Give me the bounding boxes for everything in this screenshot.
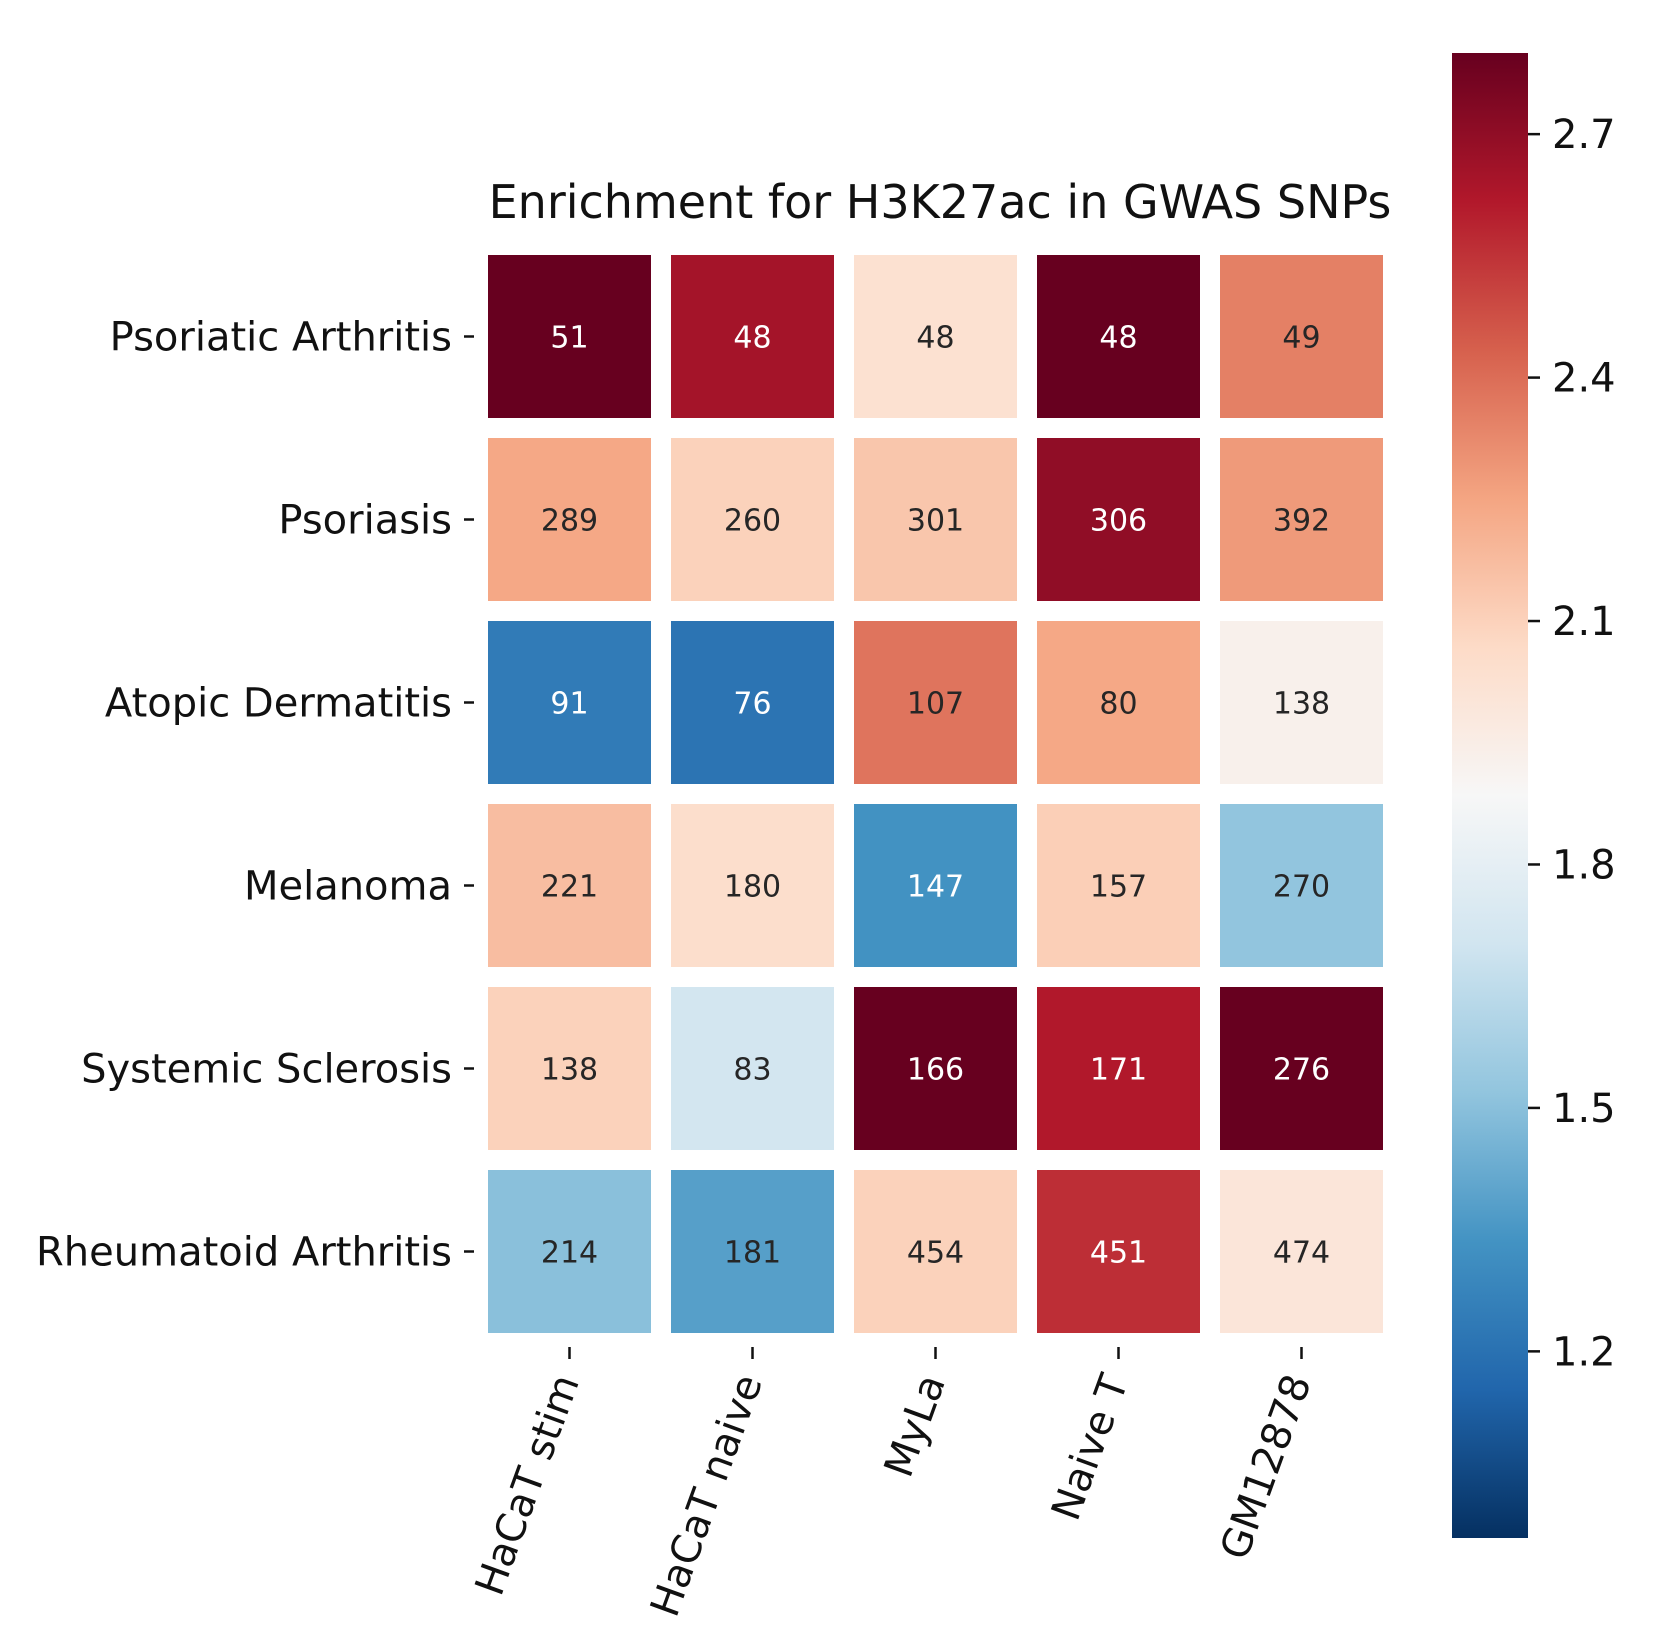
cell-annotation: 147 <box>907 870 964 905</box>
colorbar-tick-label: 1.2 <box>1552 1329 1616 1375</box>
column-label: GM12878 <box>1212 1369 1321 1566</box>
cell-annotation: 270 <box>1273 870 1330 905</box>
cell-annotation: 138 <box>1273 687 1330 722</box>
cell-annotation: 181 <box>724 1236 781 1271</box>
cell-annotation: 392 <box>1273 504 1330 539</box>
cell-annotation: 276 <box>1273 1053 1330 1088</box>
heatmap-cell <box>1037 255 1200 418</box>
cell-annotation: 454 <box>907 1236 964 1271</box>
heatmap-cell <box>1220 804 1383 967</box>
cell-annotation: 166 <box>907 1053 964 1088</box>
heatmap-cell <box>488 1170 651 1333</box>
cell-annotation: 180 <box>724 870 781 905</box>
cell-annotation: 289 <box>541 504 598 539</box>
cell-annotation: 171 <box>1090 1053 1147 1088</box>
cell-annotation: 80 <box>1099 687 1137 722</box>
cell-annotation: 451 <box>1090 1236 1147 1271</box>
heatmap-cell <box>671 804 834 967</box>
column-label: HaCaT naive <box>642 1369 772 1623</box>
heatmap-cell <box>488 255 651 418</box>
cell-annotation: 83 <box>733 1053 771 1088</box>
colorbar: 1.2 1.5 1.8 2.1 2.4 2.7 <box>1452 53 1616 1538</box>
heatmap-cells: 51 48 48 48 49 289 260 301 306 392 91 76 107 80 138 221… <box>488 255 1383 1333</box>
cell-annotation: 221 <box>541 870 598 905</box>
heatmap-cell <box>488 987 651 1150</box>
cell-annotation: 157 <box>1090 870 1147 905</box>
heatmap-cell <box>488 621 651 784</box>
column-label: HaCaT stim <box>467 1369 589 1602</box>
cell-annotation: 48 <box>733 321 771 356</box>
heatmap-cell <box>854 255 1017 418</box>
colorbar-gradient <box>1452 53 1528 1538</box>
cell-annotation: 474 <box>1273 1236 1330 1271</box>
cell-annotation: 76 <box>733 687 771 722</box>
heatmap-cell <box>671 438 834 601</box>
column-labels: HaCaT stim HaCaT naive MyLa Naive T GM12878 <box>467 1347 1321 1623</box>
heatmap-cell <box>854 987 1017 1150</box>
row-label: Systemic Sclerosis <box>81 1047 452 1093</box>
heatmap-cell <box>1037 1170 1200 1333</box>
heatmap-cell <box>1037 621 1200 784</box>
row-label: Melanoma <box>244 864 452 910</box>
cell-annotation: 49 <box>1282 321 1320 356</box>
heatmap-cell <box>671 255 834 418</box>
heatmap-cell <box>671 1170 834 1333</box>
heatmap-cell <box>1037 987 1200 1150</box>
heatmap-cell <box>854 1170 1017 1333</box>
colorbar-tick-label: 1.5 <box>1552 1086 1616 1132</box>
cell-annotation: 107 <box>907 687 964 722</box>
heatmap-cell <box>488 438 651 601</box>
colorbar-tick-label: 1.8 <box>1552 842 1616 888</box>
row-label: Rheumatoid Arthritis <box>36 1230 452 1276</box>
colorbar-tick-label: 2.1 <box>1552 599 1616 645</box>
cell-annotation: 91 <box>550 687 588 722</box>
cell-annotation: 51 <box>550 321 588 356</box>
heatmap-cell <box>854 804 1017 967</box>
colorbar-tick-label: 2.4 <box>1552 356 1616 402</box>
heatmap-cell <box>671 621 834 784</box>
column-label: Naive T <box>1043 1368 1138 1526</box>
row-label: Atopic Dermatitis <box>105 681 452 727</box>
colorbar-tick-label: 2.7 <box>1552 112 1616 158</box>
heatmap-cell <box>1220 255 1383 418</box>
row-label: Psoriatic Arthritis <box>110 315 452 361</box>
heatmap-cell <box>671 987 834 1150</box>
heatmap-cell <box>854 621 1017 784</box>
row-labels: Psoriatic Arthritis Psoriasis Atopic Derma… <box>36 315 474 1276</box>
cell-annotation: 48 <box>1099 321 1137 356</box>
column-label: MyLa <box>876 1369 955 1483</box>
chart-title: Enrichment for H3K27ac in GWAS SNPs <box>489 175 1392 229</box>
cell-annotation: 138 <box>541 1053 598 1088</box>
heatmap-cell <box>1220 621 1383 784</box>
cell-annotation: 306 <box>1090 504 1147 539</box>
cell-annotation: 301 <box>907 504 964 539</box>
heatmap-cell <box>1037 804 1200 967</box>
row-label: Psoriasis <box>278 498 452 544</box>
heatmap-cell <box>1220 1170 1383 1333</box>
cell-annotation: 48 <box>916 321 954 356</box>
cell-annotation: 214 <box>541 1236 598 1271</box>
cell-annotation: 260 <box>724 504 781 539</box>
heatmap-cell <box>1220 987 1383 1150</box>
heatmap-cell <box>854 438 1017 601</box>
heatmap-cell <box>1220 438 1383 601</box>
heatmap-cell <box>1037 438 1200 601</box>
heatmap-cell <box>488 804 651 967</box>
